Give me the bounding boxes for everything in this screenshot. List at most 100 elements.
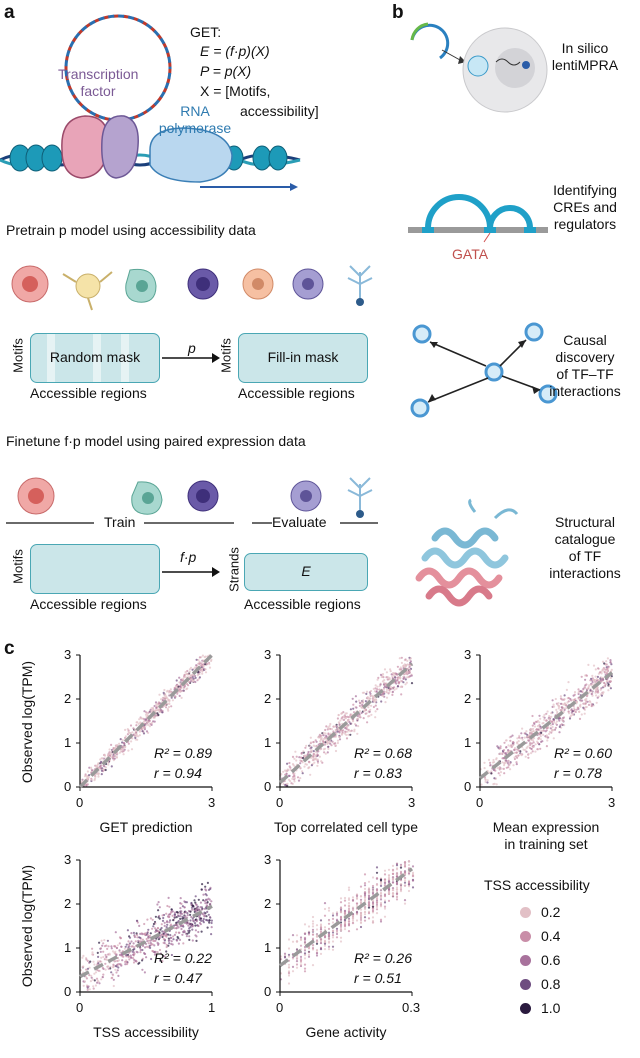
scatter-point xyxy=(331,929,335,933)
scatter-point xyxy=(166,921,169,924)
scatter-point xyxy=(331,936,335,939)
scatter-point xyxy=(327,941,331,944)
fit-line xyxy=(478,671,614,780)
scatter-point xyxy=(375,871,379,874)
scatter-point xyxy=(367,906,371,909)
scatter-point xyxy=(400,693,403,696)
scatter-point xyxy=(374,698,377,701)
scatter-point xyxy=(309,744,312,748)
scatter-point xyxy=(184,911,187,914)
scatter-point xyxy=(403,902,407,905)
scatter-point xyxy=(343,909,347,912)
scatter-point xyxy=(295,940,299,943)
scatter-point xyxy=(295,755,298,758)
scatter-point xyxy=(355,902,359,905)
r-squared-label: R² = 0.89 xyxy=(154,745,212,761)
scatter-point xyxy=(595,694,598,697)
scatter-point xyxy=(198,676,201,679)
scatter-point xyxy=(150,957,153,961)
scatter-point xyxy=(309,741,313,744)
scatter-point xyxy=(201,672,204,675)
scatter-point xyxy=(155,706,158,709)
scatter-point xyxy=(193,899,196,902)
scatter-point xyxy=(208,663,211,666)
scatter-point xyxy=(552,705,556,708)
scatter-point xyxy=(371,887,375,890)
y-tick-label: 1 xyxy=(64,735,72,750)
scatter-point xyxy=(115,755,118,759)
scatter-point xyxy=(513,751,516,754)
scatter-point xyxy=(590,704,593,707)
scatter-point xyxy=(409,660,412,663)
scatter-point xyxy=(97,775,100,778)
lentimpra-illustration xyxy=(410,22,548,113)
scatter-point xyxy=(343,896,347,900)
scatter-point xyxy=(303,923,307,926)
scatter-point xyxy=(295,963,299,966)
scatter-point xyxy=(316,764,319,767)
scatter-point xyxy=(363,892,367,895)
scatter-point xyxy=(551,699,554,702)
scatter-point xyxy=(88,966,91,969)
scatter-point xyxy=(557,702,560,705)
scatter-point xyxy=(284,783,287,787)
y-tick-label: 0 xyxy=(64,779,72,794)
scatter-point xyxy=(596,675,599,678)
scatter-point xyxy=(331,948,335,951)
scatter-point xyxy=(411,875,415,878)
scatter-point xyxy=(508,736,511,739)
scatter-point xyxy=(521,738,524,741)
scatter-point xyxy=(203,915,206,918)
scatter-point xyxy=(369,708,372,711)
scatter-point xyxy=(536,725,539,728)
panel-c-letter: c xyxy=(4,638,15,659)
scatter-point xyxy=(391,892,395,895)
scatter-point xyxy=(197,908,200,911)
accessible-regions-2: Accessible regions xyxy=(238,385,355,401)
scatter-point xyxy=(114,968,117,971)
scatter-point xyxy=(107,752,110,755)
scatter-point xyxy=(171,943,174,946)
scatter-point xyxy=(503,741,506,744)
scatter-point xyxy=(327,931,331,934)
scatter-point xyxy=(582,687,585,690)
scatter-point xyxy=(601,660,605,663)
scatter-point xyxy=(374,684,377,687)
scatter-point xyxy=(343,923,347,926)
scatter-point xyxy=(609,687,612,690)
scatter-point xyxy=(130,740,133,743)
scatter-point xyxy=(160,698,163,701)
scatter-point xyxy=(391,868,395,871)
scatter-point xyxy=(549,724,552,727)
scatter-point xyxy=(295,759,298,762)
scatter-point xyxy=(521,736,524,739)
scatter-point xyxy=(182,925,185,928)
scatter-point xyxy=(394,672,397,675)
scatter-point xyxy=(333,725,336,728)
scatter-point xyxy=(557,704,560,707)
scatter-point xyxy=(187,929,190,932)
scatter-point xyxy=(175,679,178,682)
scatter-point xyxy=(315,954,319,957)
scatter-point xyxy=(89,980,92,983)
scatter-point xyxy=(340,712,343,715)
scatter-point xyxy=(141,938,144,941)
scatter-point xyxy=(347,922,351,925)
scatter-point xyxy=(376,708,379,711)
scatter-point xyxy=(101,976,104,979)
scatter-point xyxy=(175,927,178,930)
scatter-point xyxy=(367,917,371,920)
scatter-point xyxy=(198,921,202,925)
scatter-point xyxy=(116,743,119,747)
scatter-point xyxy=(117,959,121,962)
scatter-point xyxy=(336,741,339,745)
scatter-point xyxy=(210,933,213,936)
scatter-point xyxy=(311,944,315,947)
scatter-point xyxy=(323,743,326,746)
scatter-point xyxy=(531,714,534,718)
scatter-point xyxy=(363,873,367,876)
scatter-point xyxy=(339,929,343,932)
scatter-point xyxy=(286,762,289,765)
scatter-point xyxy=(371,919,375,923)
scatter-point xyxy=(156,927,159,930)
